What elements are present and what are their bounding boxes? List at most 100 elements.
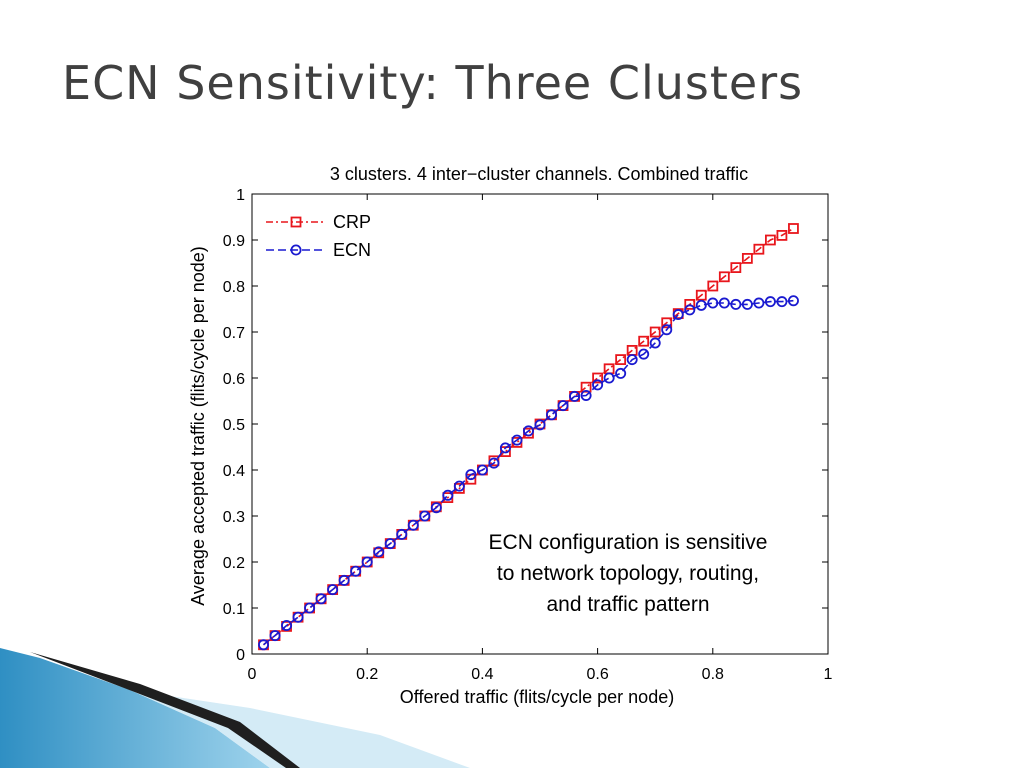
- data-point-ecn: [776, 296, 788, 308]
- data-point-ecn: [707, 297, 719, 309]
- data-point-crp: [776, 229, 788, 241]
- data-point-ecn: [315, 593, 327, 605]
- data-point-ecn: [488, 457, 500, 469]
- data-point-ecn: [695, 299, 707, 311]
- data-point-ecn: [281, 619, 293, 631]
- data-point-ecn: [511, 434, 523, 446]
- y-tick-label: 1: [236, 187, 245, 204]
- y-tick-label: 0.9: [223, 233, 245, 250]
- slide-title: ECN Sensitivity: Three Clusters: [62, 56, 804, 110]
- data-point-ecn: [638, 348, 650, 360]
- data-point-ecn: [649, 337, 661, 349]
- data-point-ecn: [603, 372, 615, 384]
- y-tick-label: 0.3: [223, 509, 245, 526]
- data-point-ecn: [718, 297, 730, 309]
- data-point-crp: [592, 372, 603, 384]
- data-point-crp: [649, 326, 661, 338]
- data-point-ecn: [361, 556, 373, 568]
- data-point-crp: [707, 280, 719, 292]
- data-point-ecn: [592, 379, 604, 391]
- chart-title: 3 clusters. 4 inter−cluster channels. Co…: [330, 164, 748, 184]
- data-point-ecn: [546, 409, 558, 421]
- y-tick-label: 0.4: [223, 463, 245, 480]
- y-tick-label: 0: [236, 647, 245, 664]
- data-point-ecn: [615, 367, 627, 379]
- legend-marker-crp: [290, 216, 302, 228]
- data-point-ecn: [258, 639, 270, 651]
- series-ecn: [258, 295, 799, 651]
- data-point-ecn: [741, 298, 753, 310]
- data-point-ecn: [787, 295, 799, 307]
- x-tick-label: 0.6: [586, 666, 608, 683]
- x-tick-label: 0.4: [471, 666, 493, 683]
- data-point-crp: [661, 317, 673, 329]
- data-point-crp: [718, 271, 730, 283]
- annotation-text: ECN configuration is sensitive to network…: [489, 531, 768, 616]
- y-tick-label: 0.6: [223, 371, 245, 388]
- y-tick-label: 0.2: [223, 555, 245, 572]
- data-point-ecn: [327, 584, 339, 596]
- data-point-ecn: [476, 464, 488, 476]
- x-tick-label: 0.2: [356, 666, 378, 683]
- data-point-crp: [684, 298, 696, 310]
- annotation-line: to network topology, routing,: [497, 562, 759, 585]
- series-layer: [258, 223, 799, 651]
- swoosh-blue-band: [0, 648, 270, 768]
- data-point-crp: [753, 243, 765, 255]
- legend: CRP ECN: [266, 212, 371, 260]
- legend-label-crp: CRP: [333, 212, 371, 232]
- data-point-crp: [638, 335, 650, 347]
- data-point-ecn: [753, 297, 765, 309]
- swoosh-dark-stroke: [30, 652, 300, 768]
- data-point-ecn: [453, 480, 465, 492]
- swoosh-light-band: [130, 690, 470, 768]
- data-point-ecn: [419, 510, 431, 522]
- data-point-ecn: [522, 425, 534, 437]
- data-point-ecn: [292, 611, 304, 623]
- data-point-ecn: [430, 502, 442, 514]
- y-tick-label: 0.7: [223, 325, 245, 342]
- y-tick-label: 0.8: [223, 279, 245, 296]
- data-point-ecn: [580, 389, 592, 401]
- y-tick-label: 0.1: [223, 601, 245, 618]
- data-point-ecn: [672, 309, 684, 321]
- annotation-line: ECN configuration is sensitive: [489, 531, 768, 554]
- data-point-ecn: [304, 602, 316, 614]
- legend-label-ecn: ECN: [333, 240, 371, 260]
- data-point-crp: [765, 234, 776, 246]
- data-point-ecn: [661, 324, 673, 336]
- data-point-crp: [695, 289, 707, 301]
- data-point-ecn: [373, 546, 385, 558]
- data-point-ecn: [569, 390, 581, 402]
- data-point-crp: [788, 223, 799, 234]
- data-point-ecn: [465, 469, 477, 481]
- data-point-ecn: [442, 489, 454, 501]
- data-point-ecn: [684, 304, 696, 316]
- data-point-ecn: [626, 354, 638, 366]
- data-point-ecn: [499, 442, 511, 454]
- x-axis-label: Offered traffic (flits/cycle per node): [400, 687, 674, 707]
- data-point-crp: [730, 262, 742, 274]
- data-point-ecn: [396, 528, 408, 540]
- x-tick-label: 0: [248, 666, 257, 683]
- y-tick-label: 0.5: [223, 417, 245, 434]
- data-point-ecn: [534, 419, 546, 431]
- data-point-ecn: [384, 538, 396, 550]
- legend-marker-ecn: [290, 244, 302, 256]
- data-point-ecn: [730, 298, 742, 310]
- data-point-ecn: [269, 630, 281, 642]
- data-point-ecn: [764, 296, 776, 308]
- annotation-line: and traffic pattern: [546, 593, 709, 616]
- data-point-crp: [615, 354, 627, 366]
- data-point-ecn: [350, 565, 362, 577]
- y-axis-label: Average accepted traffic (flits/cycle pe…: [188, 246, 208, 606]
- data-point-ecn: [557, 400, 569, 412]
- data-point-ecn: [338, 574, 350, 586]
- data-point-ecn: [407, 519, 419, 531]
- x-tick-label: 1: [824, 666, 833, 683]
- axis-ticks: 0 0.2 0.4 0.6 0.8 1 0 0.1 0.2 0.3 0.4 0.5 0.6 0.7 0.8 0…: [223, 187, 833, 683]
- data-point-crp: [741, 252, 753, 264]
- x-tick-label: 0.8: [702, 666, 724, 683]
